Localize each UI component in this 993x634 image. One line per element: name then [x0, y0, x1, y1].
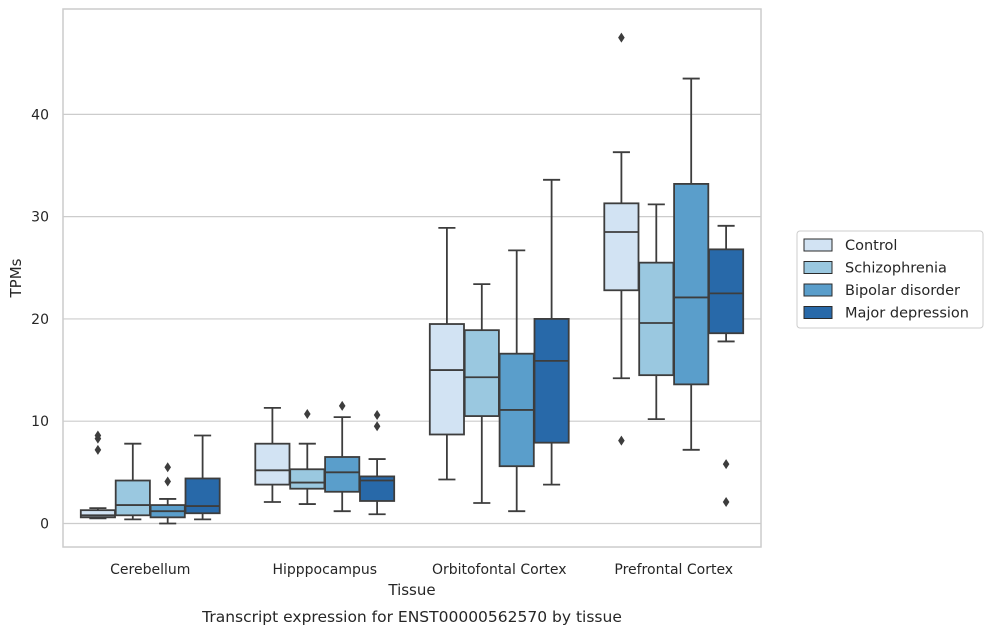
legend-label: Bipolar disorder: [845, 283, 960, 299]
box: [149, 462, 186, 525]
legend-label: Major depression: [845, 306, 969, 322]
outlier-point: [94, 430, 102, 441]
outlier-point: [338, 400, 346, 411]
box: [184, 434, 221, 521]
outlier-point: [618, 32, 625, 43]
box: [673, 77, 710, 451]
box: [324, 400, 361, 513]
box: [289, 409, 326, 505]
outlier-point: [722, 496, 730, 507]
legend-item: Schizophrenia: [803, 261, 947, 277]
box: [708, 224, 745, 507]
box-body: [324, 456, 361, 493]
box: [428, 226, 465, 481]
legend-label: Control: [845, 238, 897, 254]
box-body: [638, 261, 675, 377]
outlier-point: [304, 409, 311, 420]
chart-caption: Transcript expression for ENST0000056257…: [201, 608, 622, 626]
outlier-point: [722, 459, 730, 470]
x-tick-label: Hipppocampus: [272, 562, 377, 578]
legend-label: Schizophrenia: [845, 261, 947, 277]
x-tick-label: Cerebellum: [110, 562, 190, 578]
y-tick-label: 20: [31, 312, 49, 328]
x-tick-labels: Cerebellum Hipppocampus Orbitofontal Corte…: [110, 562, 733, 578]
legend-item: Major depression: [803, 306, 969, 322]
box: [638, 203, 675, 421]
x-tick-label: Orbitofontal Cortex: [432, 562, 567, 578]
box-body: [428, 323, 465, 436]
legend-swatch: [803, 261, 833, 274]
legend-swatch: [803, 238, 833, 252]
box-body: [79, 509, 116, 519]
outlier-point: [373, 410, 381, 421]
outlier-point: [164, 462, 171, 473]
box: [603, 32, 640, 446]
y-tick-labels: 0 10 20 30 40: [31, 107, 49, 532]
box-body: [184, 477, 221, 515]
box-body: [603, 202, 640, 292]
legend-swatch: [803, 306, 833, 319]
box-body: [289, 468, 326, 490]
legend-item: Control: [803, 238, 897, 254]
outlier-point: [94, 444, 102, 455]
box: [359, 410, 396, 516]
y-tick-label: 30: [31, 210, 49, 226]
box-body: [673, 183, 710, 386]
plot-frame: [62, 8, 762, 548]
x-axis-title: Tissue: [387, 581, 435, 599]
outlier-point: [618, 435, 625, 446]
box-body: [254, 442, 291, 486]
y-axis-title: TPMs: [7, 258, 25, 298]
outlier-point: [164, 476, 171, 487]
box: [498, 249, 535, 513]
boxes-layer: [79, 32, 745, 525]
box: [114, 442, 151, 521]
x-tick-label: Prefrontal Cortex: [614, 562, 733, 578]
box-body: [708, 248, 745, 335]
legend-frame: [796, 230, 984, 329]
box: [254, 406, 291, 503]
outlier-point: [373, 421, 381, 432]
y-tick-label: 40: [31, 107, 49, 123]
legend-swatch: [803, 283, 833, 297]
legend: Control Schizophrenia Bipolar disorder Majo…: [796, 230, 984, 329]
box-body: [533, 318, 570, 444]
box-body: [114, 479, 151, 517]
box-body: [463, 329, 500, 417]
legend-item: Bipolar disorder: [803, 283, 960, 299]
box: [533, 178, 570, 486]
y-tick-label: 10: [31, 414, 49, 430]
y-tick-label: 0: [40, 516, 49, 532]
